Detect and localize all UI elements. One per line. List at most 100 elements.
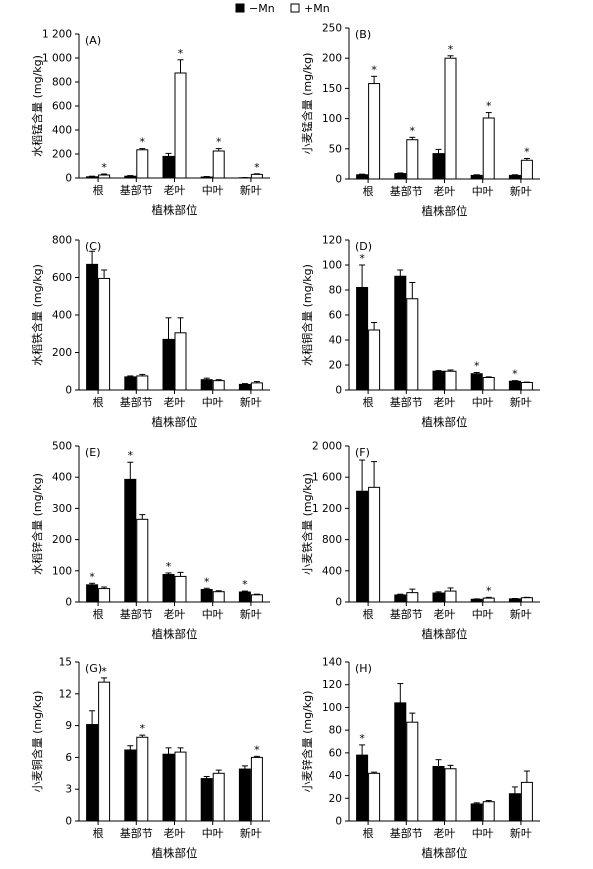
- y-tick-label: 140: [322, 657, 342, 669]
- bar-plus-mn: [482, 801, 495, 822]
- significance-marker: *: [448, 43, 454, 56]
- bar-plus-mn: [174, 72, 187, 179]
- y-tick-label: 40: [329, 335, 342, 347]
- x-category-label: 基部节: [120, 183, 153, 197]
- legend-swatch-plus-mn: [290, 3, 300, 13]
- y-tick-label: 15: [59, 657, 72, 669]
- bar-minus-mn: [432, 153, 445, 180]
- significance-marker: *: [242, 578, 248, 591]
- y-axis-title: 水稻锌含量 (mg/kg): [30, 473, 44, 575]
- bar-plus-mn: [212, 380, 225, 391]
- bar-plus-mn: [444, 768, 457, 822]
- x-axis-title: 植株部位: [152, 627, 198, 641]
- y-tick-label: 1 000: [42, 53, 72, 65]
- bar-plus-mn: [98, 681, 111, 822]
- x-axis-title: 植株部位: [422, 204, 468, 218]
- y-tick-label: 800: [322, 534, 342, 546]
- panel-letter: (C): [85, 240, 101, 253]
- x-category-label: 新叶: [510, 607, 532, 621]
- bar-minus-mn: [470, 174, 483, 180]
- bar-minus-mn: [124, 175, 137, 179]
- bar-plus-mn: [212, 772, 225, 822]
- bar-minus-mn: [394, 275, 407, 391]
- panel-letter: (B): [355, 28, 371, 41]
- x-category-label: 中叶: [202, 396, 224, 409]
- chart-panel-3: 0 200 400 600 800 (C) 水稻铁含量 (mg/kg) 植株部位 根 基部节 老叶 中…: [30, 235, 270, 429]
- bar-plus-mn: [250, 756, 263, 822]
- x-category-label: 根: [363, 826, 374, 840]
- bar-minus-mn: [432, 370, 445, 391]
- significance-marker: *: [128, 449, 134, 462]
- bar-plus-mn: [98, 588, 111, 603]
- bar-plus-mn: [98, 174, 111, 179]
- bar-minus-mn: [394, 594, 407, 603]
- x-category-label: 中叶: [472, 608, 494, 621]
- y-tick-label: 0: [65, 385, 72, 397]
- x-category-label: 新叶: [240, 607, 262, 621]
- bar-minus-mn: [238, 768, 251, 822]
- bar-minus-mn: [200, 176, 213, 179]
- significance-marker: *: [178, 47, 184, 60]
- y-tick-label: 20: [329, 793, 342, 805]
- bar-plus-mn: [98, 277, 111, 391]
- panel-letter: (G): [85, 662, 102, 675]
- x-category-label: 基部节: [120, 395, 153, 409]
- x-category-label: 基部节: [390, 395, 423, 409]
- bar-minus-mn: [162, 155, 175, 179]
- x-category-label: 老叶: [164, 827, 186, 840]
- bar-plus-mn: [520, 382, 533, 391]
- x-category-label: 基部节: [120, 826, 153, 840]
- x-category-label: 中叶: [472, 185, 494, 198]
- chart-panel-4: 0 20 40 60 80 100 120 (D) 水稻铜含量 (mg/kg) 植株部位 根 * 基部节…: [300, 235, 540, 429]
- bar-plus-mn: [136, 736, 149, 822]
- bar-plus-mn: [406, 139, 419, 180]
- bar-minus-mn: [508, 598, 521, 603]
- bar-minus-mn: [356, 754, 369, 822]
- y-tick-label: 0: [65, 816, 72, 828]
- bar-minus-mn: [200, 589, 213, 603]
- y-tick-label: 200: [52, 347, 72, 359]
- bar-minus-mn: [394, 702, 407, 822]
- y-axis-title: 水稻铁含量 (mg/kg): [30, 264, 44, 366]
- panel-letter: (A): [85, 34, 101, 47]
- significance-marker: *: [254, 743, 260, 756]
- bar-plus-mn: [444, 57, 457, 180]
- panel-letter: (H): [355, 662, 372, 675]
- y-tick-label: 150: [322, 83, 342, 95]
- bar-plus-mn: [482, 377, 495, 391]
- y-tick-label: 500: [52, 441, 72, 453]
- bar-minus-mn: [124, 749, 137, 822]
- legend-label-minus-mn: −Mn: [249, 2, 275, 15]
- bar-plus-mn: [136, 149, 149, 179]
- x-category-label: 中叶: [202, 184, 224, 197]
- legend-swatch-minus-mn: [235, 3, 245, 13]
- bar-plus-mn: [368, 772, 381, 822]
- bar-plus-mn: [482, 117, 495, 180]
- bar-plus-mn: [368, 329, 381, 391]
- bar-plus-mn: [520, 597, 533, 603]
- bar-plus-mn: [250, 382, 263, 391]
- bar-plus-mn: [368, 83, 381, 180]
- y-tick-label: 40: [329, 770, 342, 782]
- bar-plus-mn: [406, 721, 419, 822]
- y-tick-label: 80: [329, 725, 342, 737]
- significance-marker: *: [359, 252, 365, 265]
- y-axis-title: 水稻铜含量 (mg/kg): [300, 264, 314, 366]
- y-tick-label: 400: [52, 125, 72, 137]
- significance-marker: *: [524, 145, 530, 158]
- x-category-label: 根: [93, 607, 104, 621]
- y-tick-label: 400: [322, 565, 342, 577]
- y-axis-title: 水稻锰含量 (mg/kg): [30, 55, 44, 157]
- bar-minus-mn: [162, 753, 175, 822]
- y-tick-label: 1 200: [312, 503, 342, 515]
- bar-minus-mn: [432, 765, 445, 822]
- y-tick-label: 100: [52, 565, 72, 577]
- y-tick-label: 300: [52, 503, 72, 515]
- bar-plus-mn: [250, 594, 263, 603]
- y-tick-label: 100: [322, 113, 342, 125]
- x-axis-title: 植株部位: [152, 415, 198, 429]
- chart-panel-2: 0 50 100 150 200 250 (B) 小麦锰含量 (mg/kg) 植株部位 根 * 基部节…: [300, 23, 540, 218]
- x-category-label: 根: [93, 395, 104, 409]
